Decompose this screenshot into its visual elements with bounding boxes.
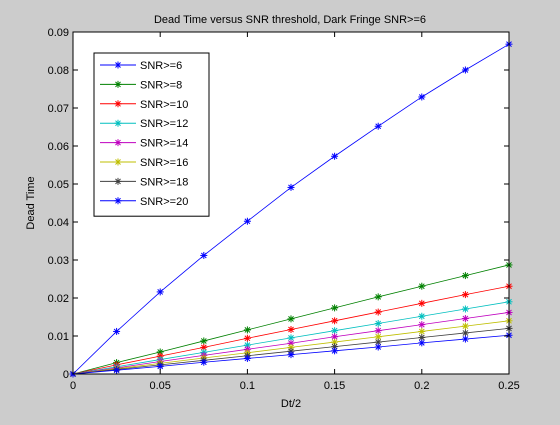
- legend-entry: SNR>=14: [100, 138, 188, 150]
- data-point: [331, 152, 339, 160]
- legend-label: SNR>=6: [140, 60, 182, 72]
- data-point: [243, 217, 251, 225]
- legend-box: [93, 52, 210, 217]
- legend-entry: SNR>=16: [100, 157, 188, 169]
- data-point: [156, 348, 164, 356]
- data-point: [374, 327, 382, 335]
- y-tick-label: 0.03: [48, 255, 69, 267]
- x-axis-label: Dt/2: [281, 398, 301, 410]
- data-point: [243, 354, 251, 362]
- legend-marker: [114, 177, 122, 185]
- data-point: [331, 304, 339, 312]
- y-tick-label: 0: [63, 369, 69, 381]
- data-point: [461, 272, 469, 280]
- legend-entry: SNR>=10: [100, 99, 188, 111]
- data-point: [243, 334, 251, 342]
- data-point: [418, 321, 426, 329]
- data-point: [200, 337, 208, 345]
- legend-marker: [114, 119, 122, 127]
- y-axis-label: Dead Time: [25, 176, 37, 229]
- legend-entry: SNR>=6: [100, 60, 182, 72]
- legend: SNR>=6 SNR>=8 SNR>=10 SNR>=12 SNR>=14 SNR>=16…: [93, 52, 210, 217]
- legend-entry: SNR>=8: [100, 79, 182, 91]
- y-axis-ticks: 0 0.01 0.02 0.03 0.04 0.05 0.06 0.07 0.08 0.09: [48, 27, 509, 381]
- data-point: [287, 326, 295, 334]
- data-point: [156, 288, 164, 296]
- data-point: [461, 322, 469, 330]
- series-SNR>=20: [69, 331, 513, 378]
- data-point: [418, 282, 426, 290]
- data-point: [461, 329, 469, 337]
- data-point: [331, 327, 339, 335]
- data-point: [418, 299, 426, 307]
- data-point: [418, 312, 426, 320]
- x-axis-ticks: 0 0.05 0.1 0.15 0.2 0.25: [70, 32, 520, 392]
- data-point: [113, 366, 121, 374]
- legend-label: SNR>=14: [140, 138, 188, 150]
- legend-label: SNR>=16: [140, 157, 188, 169]
- x-tick-label: 0.1: [240, 380, 255, 392]
- legend-entry: SNR>=18: [100, 176, 188, 188]
- legend-marker: [114, 100, 122, 108]
- legend-marker: [114, 80, 122, 88]
- plot-lines: [69, 40, 513, 378]
- x-tick-label: 0: [70, 380, 76, 392]
- data-point: [461, 305, 469, 313]
- data-point: [418, 327, 426, 335]
- legend-label: SNR>=18: [140, 176, 188, 188]
- data-point: [113, 327, 121, 335]
- legend-entry: SNR>=12: [100, 118, 188, 130]
- x-tick-label: 0.25: [498, 380, 519, 392]
- data-point: [287, 183, 295, 191]
- data-point: [374, 122, 382, 130]
- legend-label: SNR>=20: [140, 196, 188, 208]
- data-point: [200, 358, 208, 366]
- legend-label: SNR>=10: [140, 99, 188, 111]
- x-tick-label: 0.2: [414, 380, 429, 392]
- x-tick-label: 0.15: [324, 380, 345, 392]
- data-point: [374, 343, 382, 351]
- y-tick-label: 0.08: [48, 65, 69, 77]
- y-tick-label: 0.02: [48, 293, 69, 305]
- data-point: [418, 93, 426, 101]
- legend-label: SNR>=12: [140, 118, 188, 130]
- data-point: [331, 317, 339, 325]
- data-point: [461, 291, 469, 299]
- y-tick-label: 0.09: [48, 27, 69, 39]
- data-point: [287, 351, 295, 359]
- data-point: [287, 315, 295, 323]
- y-tick-label: 0.06: [48, 141, 69, 153]
- data-point: [200, 343, 208, 351]
- y-tick-label: 0.04: [48, 217, 69, 229]
- data-point: [374, 319, 382, 327]
- data-point: [374, 308, 382, 316]
- data-point: [200, 251, 208, 259]
- data-point: [461, 335, 469, 343]
- legend-label: SNR>=8: [140, 79, 182, 91]
- legend-marker: [114, 158, 122, 166]
- data-point: [461, 315, 469, 323]
- y-tick-label: 0.05: [48, 179, 69, 191]
- chart-title: Dead Time versus SNR threshold, Dark Fri…: [154, 14, 426, 26]
- legend-marker: [114, 139, 122, 147]
- axes-box: [72, 31, 510, 375]
- data-point: [461, 66, 469, 74]
- data-point: [156, 362, 164, 370]
- data-point: [374, 293, 382, 301]
- data-point: [418, 339, 426, 347]
- data-point: [243, 326, 251, 334]
- x-tick-label: 0.05: [149, 380, 170, 392]
- data-point: [331, 338, 339, 346]
- legend-entry: SNR>=20: [100, 196, 188, 208]
- y-tick-label: 0.07: [48, 103, 69, 115]
- legend-marker: [114, 197, 122, 205]
- data-point: [331, 347, 339, 355]
- y-tick-label: 0.01: [48, 331, 69, 343]
- legend-marker: [114, 61, 122, 69]
